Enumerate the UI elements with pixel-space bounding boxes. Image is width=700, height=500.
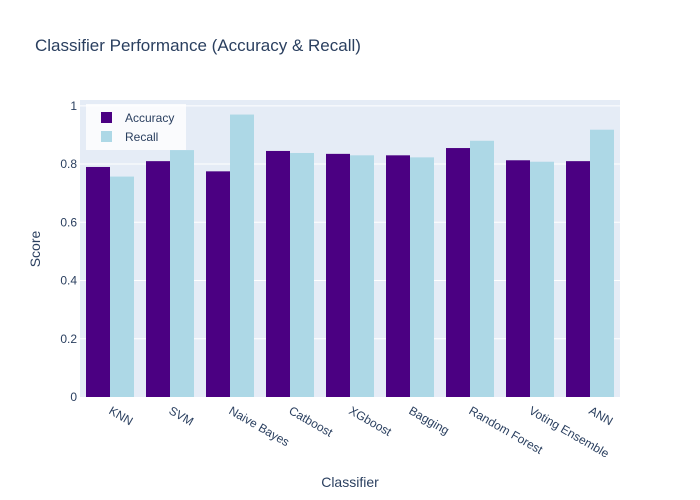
legend[interactable]: Accuracy Recall	[86, 104, 186, 150]
legend-label: Recall	[125, 130, 158, 144]
x-tick-label: Catboost	[287, 403, 336, 439]
x-tick-label: Bagging	[407, 403, 452, 437]
legend-label: Accuracy	[125, 111, 174, 125]
bar-recall-xgboost[interactable]	[350, 155, 374, 397]
legend-box	[86, 104, 186, 150]
x-tick-label: KNN	[107, 403, 136, 428]
bar-accuracy-svm[interactable]	[146, 161, 170, 397]
legend-swatch	[101, 112, 112, 123]
bar-accuracy-voting-ensemble[interactable]	[506, 160, 530, 397]
bar-recall-ann[interactable]	[590, 129, 614, 397]
bar-recall-bagging[interactable]	[410, 157, 434, 397]
y-axis-title: Score	[27, 231, 43, 268]
y-tick-label: 0	[70, 390, 77, 404]
bar-recall-voting-ensemble[interactable]	[530, 161, 554, 397]
bar-recall-catboost[interactable]	[290, 152, 314, 397]
bar-accuracy-naive-bayes[interactable]	[206, 171, 230, 397]
x-tick-label: Naive Bayes	[227, 403, 292, 449]
bars	[86, 114, 614, 397]
legend-swatch	[101, 131, 112, 142]
bar-accuracy-random-forest[interactable]	[446, 148, 470, 397]
bar-recall-naive-bayes[interactable]	[230, 114, 254, 397]
bar-accuracy-catboost[interactable]	[266, 150, 290, 397]
x-tick-label: ANN	[587, 403, 616, 428]
chart-title: Classifier Performance (Accuracy & Recal…	[35, 36, 361, 55]
y-tick-label: 1	[70, 99, 77, 113]
bar-accuracy-bagging[interactable]	[386, 155, 410, 397]
x-tick-label: XGboost	[347, 403, 395, 439]
x-axis-title: Classifier	[321, 474, 379, 490]
y-tick-label: 0.6	[60, 215, 77, 229]
bar-recall-random-forest[interactable]	[470, 140, 494, 397]
bar-accuracy-knn[interactable]	[86, 166, 110, 397]
x-tick-label: SVM	[167, 403, 197, 428]
bar-recall-svm[interactable]	[170, 150, 194, 397]
y-tick-label: 0.2	[60, 332, 77, 346]
y-axis-ticks: 0 0.2 0.4 0.6 0.8 1	[60, 99, 77, 404]
y-tick-label: 0.8	[60, 157, 77, 171]
bar-recall-knn[interactable]	[110, 176, 134, 397]
y-tick-label: 0.4	[60, 274, 77, 288]
bar-accuracy-xgboost[interactable]	[326, 153, 350, 397]
bar-accuracy-ann[interactable]	[566, 161, 590, 397]
